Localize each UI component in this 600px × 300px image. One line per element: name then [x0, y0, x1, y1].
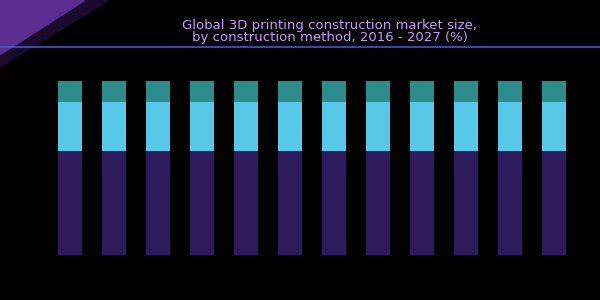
Text: Global 3D printing construction market size,: Global 3D printing construction market s…: [182, 19, 478, 32]
Bar: [410, 81, 434, 102]
Bar: [278, 102, 302, 151]
Legend: Extrusion, Powder Bonding, Additive Welding: Extrusion, Powder Bonding, Additive Weld…: [100, 297, 397, 300]
Bar: [542, 151, 566, 255]
Bar: [542, 81, 566, 102]
Bar: [410, 102, 434, 151]
Bar: [366, 151, 390, 255]
Bar: [278, 151, 302, 255]
Bar: [454, 81, 478, 102]
Bar: [58, 102, 82, 151]
Bar: [102, 102, 126, 151]
Bar: [322, 151, 346, 255]
Bar: [58, 151, 82, 255]
Bar: [278, 81, 302, 102]
Bar: [410, 151, 434, 255]
Bar: [234, 81, 258, 102]
Bar: [498, 102, 522, 151]
Bar: [322, 102, 346, 151]
Bar: [322, 81, 346, 102]
Bar: [102, 81, 126, 102]
Bar: [146, 151, 170, 255]
Bar: [454, 102, 478, 151]
Bar: [498, 151, 522, 255]
Bar: [366, 102, 390, 151]
Bar: [146, 81, 170, 102]
Bar: [102, 151, 126, 255]
Bar: [234, 151, 258, 255]
Bar: [190, 102, 214, 151]
Bar: [542, 102, 566, 151]
Bar: [58, 81, 82, 102]
Bar: [190, 151, 214, 255]
Bar: [366, 81, 390, 102]
Bar: [498, 81, 522, 102]
Bar: [146, 102, 170, 151]
Bar: [454, 151, 478, 255]
Bar: [190, 81, 214, 102]
Text: by construction method, 2016 - 2027 (%): by construction method, 2016 - 2027 (%): [192, 31, 468, 44]
Bar: [234, 102, 258, 151]
